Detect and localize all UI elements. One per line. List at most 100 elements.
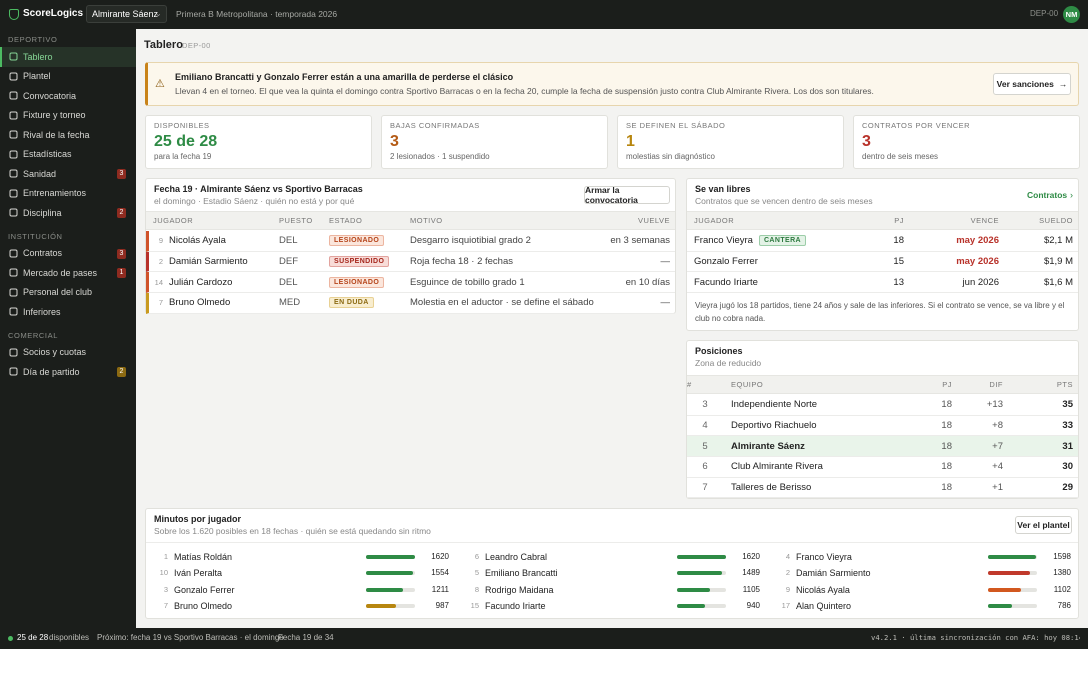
points: 31 — [1062, 440, 1073, 452]
table-header: JUGADOR PJ VENCE SUELDO — [687, 211, 1078, 230]
club-selector[interactable]: Almirante Sáenz ⌄ — [86, 5, 167, 23]
nav-item[interactable]: Personal del club — [0, 283, 136, 303]
nav-badge: 2 — [117, 208, 126, 218]
player-name: Bruno Olmedo — [169, 297, 231, 309]
position: 6 — [702, 461, 708, 473]
expires: jun 2026 — [962, 276, 999, 288]
minutes-label: 786 — [1057, 600, 1071, 610]
alert-title: Emiliano Brancatti y Gonzalo Ferrer está… — [175, 72, 514, 82]
shirt-number: 15 — [470, 600, 479, 610]
status-cell: LESIONADO — [329, 272, 409, 292]
position: DEL — [279, 235, 298, 247]
panel-subtitle: Sobre los 1.620 posibles en 18 fechas · … — [154, 526, 431, 536]
nav-section: INSTITUCIÓN — [8, 231, 63, 241]
matches: 15 — [893, 256, 904, 268]
arrow: → — [1058, 79, 1068, 89]
nav-item[interactable]: Disciplina 2 — [0, 203, 136, 223]
nav-label: Fixture y torneo — [23, 110, 86, 121]
shirt-number: 3 — [163, 584, 168, 594]
kpi-card: SE DEFINEN EL SÁBADO 1 molestias sin diagn… — [617, 115, 844, 169]
expires: may 2026 — [956, 256, 999, 268]
position: MED — [279, 297, 301, 309]
returns: — — [660, 256, 671, 268]
player-name: Facundo Iriarte — [694, 276, 758, 288]
nav-item[interactable]: Fixture y torneo — [0, 106, 136, 126]
icon-shape — [9, 52, 18, 61]
kpi-note: para la fecha 19 — [154, 152, 212, 161]
action-button[interactable]: Armar la convocatoria — [584, 185, 670, 205]
version: v4.2.1 · última sincronización con AFA: … — [871, 633, 1080, 642]
minutes-bar — [988, 603, 1012, 608]
contracts-note: Vieyra jugó los 18 partidos, tiene 24 añ… — [695, 301, 1065, 323]
column-header: EQUIPO — [731, 380, 764, 389]
minutes-bar — [677, 587, 711, 592]
contracts-link[interactable]: Contratos — [1027, 190, 1068, 200]
absence-row: 9 Nicolás Ayala DEL LESIONADO Desgarro isqui… — [146, 231, 675, 252]
icon-shape — [9, 268, 18, 277]
shirt-number: 6 — [474, 552, 479, 561]
shirt-number: 2 — [785, 568, 790, 578]
standings-row: 3 Independiente Norte 18 +13 35 — [687, 395, 1078, 416]
nav-item[interactable]: Mercado de pases 1 — [0, 263, 136, 283]
minutes-bar — [677, 571, 723, 576]
minutes-label: 1489 — [742, 568, 760, 578]
diff: +7 — [992, 440, 1003, 452]
status-cell: SUSPENDIDO — [329, 252, 409, 272]
action-button[interactable]: Ver el plantel — [1015, 516, 1072, 534]
nav-item[interactable]: Plantel — [0, 67, 136, 87]
absences-panel: Fecha 19 · Almirante Sáenz vs Sportivo B… — [145, 178, 676, 314]
minutes-bar — [366, 603, 396, 608]
nav-icon — [9, 91, 18, 100]
nav-item[interactable]: Inferiores — [0, 302, 136, 322]
kpi-note: dentro de seis meses — [862, 152, 939, 161]
points: 35 — [1062, 399, 1073, 411]
minutes-label: 1554 — [431, 568, 449, 578]
nav-item[interactable]: Estadísticas — [0, 145, 136, 165]
team: Club Almirante Rivera — [731, 461, 823, 473]
player-name: Damián Sarmiento — [169, 256, 248, 268]
nav-item[interactable]: Rival de la fecha — [0, 125, 136, 145]
nav-icon — [9, 72, 18, 81]
matches: 13 — [893, 276, 904, 288]
alert-text: Llevan 4 en el torneo. El que vea la qui… — [175, 86, 874, 96]
nav-item[interactable]: Entrenamientos — [0, 184, 136, 204]
nav-label: Personal del club — [23, 287, 93, 298]
avatar[interactable]: NM — [1063, 6, 1080, 23]
kpi-label: DISPONIBLES — [154, 121, 210, 130]
nav-item[interactable]: Socios y cuotas — [0, 343, 136, 363]
kpi-card: CONTRATOS POR VENCER 3 dentro de seis mese… — [853, 115, 1080, 169]
nav-icon — [9, 150, 18, 159]
minutes-bar — [677, 603, 706, 608]
status-cell: LESIONADO — [329, 231, 409, 251]
nav-item[interactable]: Contratos 3 — [0, 244, 136, 264]
standings-row: 7 Talleres de Berisso 18 +1 29 — [687, 478, 1078, 499]
nav-badge: 2 — [117, 367, 126, 377]
alert-button[interactable]: Ver sanciones → — [993, 73, 1071, 95]
reason: Esguince de tobillo grado 1 — [410, 276, 525, 288]
status-pill: LESIONADO — [329, 276, 385, 288]
sidebar: DEPORTIVO Tablero Plantel Convocatoria Fixtu… — [0, 29, 136, 628]
nav-item[interactable]: Sanidad 3 — [0, 164, 136, 184]
table-header: JUGADOR PUESTO ESTADO MOTIVO VUELVE — [146, 211, 675, 230]
club-name: Almirante Sáenz — [92, 9, 159, 19]
icon-shape — [9, 189, 18, 198]
player-name: Alan Quintero — [796, 600, 852, 611]
shirt-number: 8 — [474, 584, 479, 594]
nav-item[interactable]: Tablero — [0, 47, 136, 67]
icon-shape — [9, 169, 18, 178]
status-pill: SUSPENDIDO — [329, 256, 390, 268]
kpi-card: BAJAS CONFIRMADAS 3 2 lesionados · 1 suspe… — [381, 115, 608, 169]
reason: Molestia en el aductor · se define el sá… — [410, 297, 594, 309]
nav-item[interactable]: Día de partido 2 — [0, 362, 136, 382]
nav-label: Día de partido — [23, 366, 80, 377]
minutes-label: 940 — [746, 600, 760, 610]
minutes-bar — [366, 587, 403, 592]
position: DEF — [279, 256, 298, 268]
kpi-value: 3 — [862, 133, 871, 150]
points: 29 — [1062, 482, 1073, 494]
played: 18 — [941, 440, 952, 452]
nav-item[interactable]: Convocatoria — [0, 86, 136, 106]
logo-icon — [9, 9, 19, 20]
reason: Roja fecha 18 · 2 fechas — [410, 256, 513, 268]
column-header: JUGADOR — [694, 216, 735, 225]
